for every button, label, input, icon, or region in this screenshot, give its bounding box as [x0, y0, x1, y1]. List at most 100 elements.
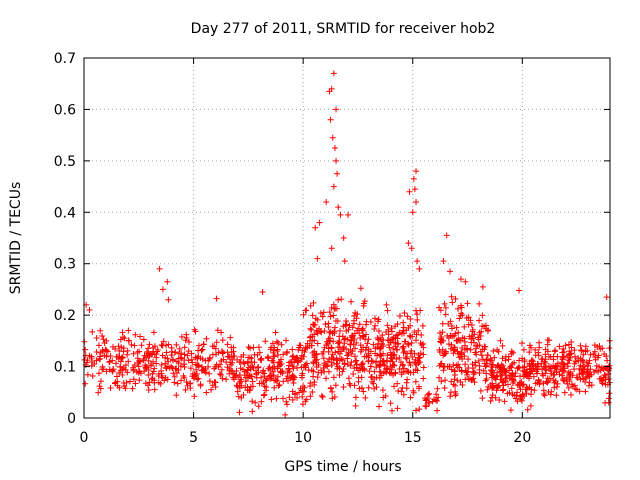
data-point: [466, 333, 473, 340]
data-point: [384, 365, 391, 372]
data-point: [491, 354, 498, 361]
data-point: [89, 328, 96, 335]
data-point: [397, 359, 404, 366]
data-point: [312, 224, 319, 231]
data-point: [237, 365, 244, 372]
data-point: [582, 343, 589, 350]
data-point: [261, 391, 268, 398]
data-point: [223, 376, 230, 383]
axis-ticks: [83, 57, 610, 419]
data-point: [290, 379, 297, 386]
data-point: [484, 352, 491, 359]
data-point: [431, 396, 438, 403]
data-point: [212, 345, 219, 352]
data-point: [171, 379, 178, 386]
data-point: [309, 312, 316, 319]
data-point: [249, 378, 256, 385]
data-point: [82, 380, 89, 387]
data-point: [101, 352, 108, 359]
data-point: [541, 392, 548, 399]
data-point: [521, 368, 528, 375]
data-point: [352, 402, 359, 409]
data-point: [310, 373, 317, 380]
data-point: [194, 361, 201, 368]
data-point: [172, 365, 179, 372]
data-point: [514, 365, 521, 372]
data-point: [299, 393, 306, 400]
data-point: [365, 352, 372, 359]
data-point: [458, 367, 465, 374]
data-point: [258, 355, 265, 362]
data-point: [328, 345, 335, 352]
data-point: [339, 368, 346, 375]
data-point: [153, 360, 160, 367]
data-point: [135, 358, 142, 365]
data-point: [154, 346, 161, 353]
data-point: [308, 367, 315, 374]
data-point: [551, 371, 558, 378]
data-point: [223, 359, 230, 366]
data-point: [386, 369, 393, 376]
data-point: [362, 394, 369, 401]
data-point: [436, 374, 443, 381]
data-point: [141, 352, 148, 359]
data-point: [285, 362, 292, 369]
data-point: [173, 392, 180, 399]
data-point: [461, 338, 468, 345]
data-point: [227, 334, 234, 341]
data-point: [149, 375, 156, 382]
data-point: [580, 375, 587, 382]
data-point: [405, 341, 412, 348]
data-point: [418, 331, 425, 338]
data-point: [462, 361, 469, 368]
data-point: [398, 371, 405, 378]
data-point: [125, 358, 132, 365]
data-point: [465, 356, 472, 363]
data-point: [340, 366, 347, 373]
data-point: [173, 370, 180, 377]
data-point: [235, 393, 242, 400]
data-point: [132, 331, 139, 338]
data-point: [382, 393, 389, 400]
data-point: [301, 384, 308, 391]
data-point: [86, 307, 93, 313]
data-point: [286, 394, 293, 401]
data-point: [416, 358, 423, 365]
data-point: [596, 375, 603, 382]
data-point: [477, 387, 484, 394]
data-point: [506, 389, 513, 396]
data-point: [268, 372, 275, 379]
data-point: [499, 355, 506, 362]
data-point: [205, 357, 212, 364]
data-point: [459, 381, 466, 388]
data-point: [394, 321, 401, 328]
data-point: [565, 369, 572, 376]
data-point: [328, 354, 335, 361]
data-point: [482, 363, 489, 370]
data-point: [117, 367, 124, 374]
data-point: [594, 343, 601, 350]
data-point: [81, 356, 88, 363]
data-point: [275, 363, 282, 370]
data-point: [169, 356, 176, 363]
data-point: [354, 327, 361, 334]
data-point: [566, 357, 573, 364]
data-point: [219, 348, 226, 355]
data-point: [351, 313, 358, 320]
data-point: [231, 352, 238, 359]
data-point: [283, 401, 290, 408]
data-point: [274, 377, 281, 384]
data-point: [329, 134, 336, 141]
data-point: [490, 348, 497, 355]
data-point: [309, 389, 316, 396]
data-point: [255, 344, 262, 351]
data-point: [252, 399, 259, 406]
data-point: [360, 388, 367, 395]
data-point: [103, 368, 110, 375]
data-point: [603, 353, 610, 360]
data-point: [187, 385, 194, 392]
data-point: [269, 340, 276, 347]
data-point: [203, 335, 210, 342]
data-point: [97, 378, 104, 385]
data-point: [121, 335, 128, 342]
